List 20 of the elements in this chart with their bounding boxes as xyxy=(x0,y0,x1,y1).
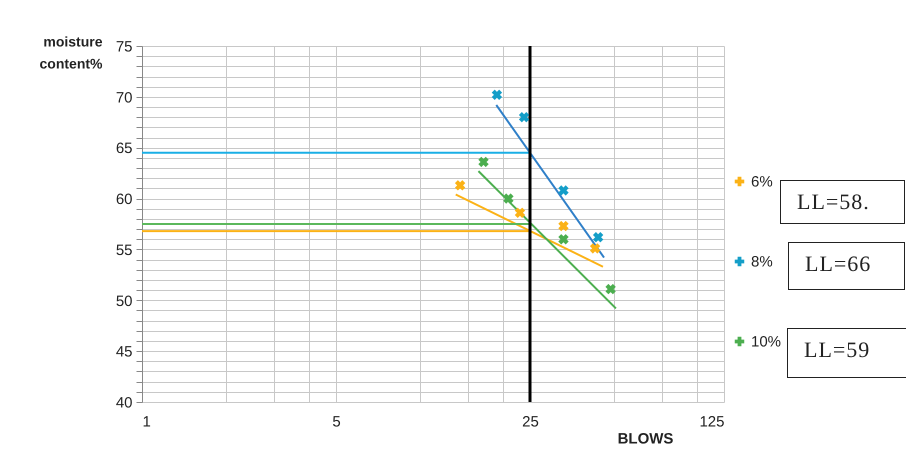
y-tick-label: 50 xyxy=(116,292,132,310)
y-tick-label: 40 xyxy=(116,394,132,412)
legend-label: 6% xyxy=(751,174,773,190)
x-tick-label: 1 xyxy=(142,414,151,430)
text: LL=58. xyxy=(780,180,905,224)
text: LL=66 xyxy=(788,242,905,290)
text: LL=59 xyxy=(787,328,906,378)
legend-label: 10% xyxy=(751,334,782,350)
y-tick-label: 75 xyxy=(116,38,132,56)
x-axis-title: BLOWS xyxy=(618,430,674,448)
y-tick-label: 65 xyxy=(116,140,132,158)
y-tick-label: 60 xyxy=(116,191,132,208)
y-axis-title: moisture content% xyxy=(40,34,104,72)
x-tick-label: 125 xyxy=(699,414,724,430)
y-tick-label: 45 xyxy=(116,344,132,361)
legend-label: 8% xyxy=(751,254,773,270)
y-tick-label: 55 xyxy=(116,242,132,259)
x-tick-label: 5 xyxy=(332,414,341,430)
y-tick-label: 70 xyxy=(116,89,132,106)
x-tick-label: 25 xyxy=(522,414,539,430)
